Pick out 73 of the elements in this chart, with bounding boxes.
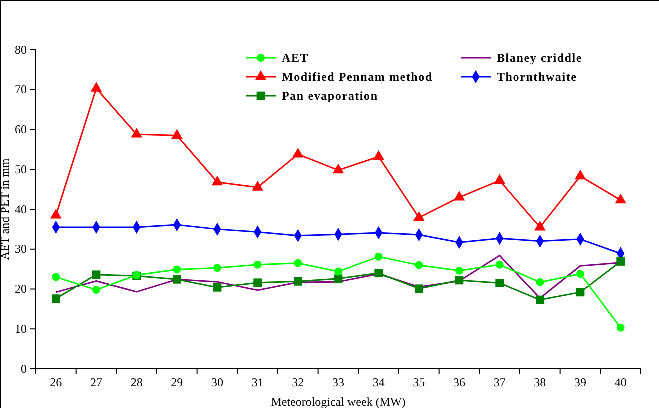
point	[334, 274, 343, 284]
point	[374, 269, 384, 278]
point	[90, 82, 102, 92]
y-axis-title: AET and PET in mm	[0, 158, 12, 260]
point	[212, 176, 224, 186]
point	[534, 220, 546, 231]
point	[415, 261, 424, 270]
legend-label: Blaney criddle	[497, 51, 583, 65]
x-tick-label: 26	[50, 376, 62, 390]
x-tick-label: 39	[574, 376, 586, 390]
x-tick-label: 31	[252, 376, 264, 390]
x-tick-label: 37	[494, 376, 506, 390]
point	[496, 260, 504, 269]
point	[131, 128, 142, 138]
point	[536, 296, 544, 304]
point	[292, 148, 304, 158]
point	[172, 129, 183, 139]
y-tick-label: 50	[15, 162, 27, 176]
point	[536, 278, 544, 286]
x-tick-label: 33	[332, 376, 344, 390]
point	[414, 211, 425, 222]
y-tick-label: 70	[15, 82, 27, 97]
point	[52, 294, 60, 304]
point	[214, 264, 222, 272]
y-tick-label: 40	[15, 202, 27, 216]
point	[615, 194, 626, 204]
point	[92, 286, 100, 294]
point	[50, 208, 62, 219]
y-tick-label: 0	[21, 362, 27, 376]
point	[254, 260, 262, 269]
point	[172, 275, 182, 284]
point	[173, 266, 182, 274]
x-tick-label: 32	[292, 376, 304, 390]
x-tick-label: 38	[534, 376, 546, 390]
point	[576, 288, 585, 297]
point	[334, 268, 342, 276]
y-tick-label: 80	[15, 42, 27, 57]
point	[294, 259, 302, 268]
point	[574, 170, 586, 180]
y-tick-label: 30	[15, 242, 27, 256]
point	[252, 181, 264, 191]
legend-label: Modified Pennam method	[282, 70, 433, 84]
point	[616, 324, 625, 332]
legend-label: AET	[282, 51, 310, 65]
point	[456, 266, 464, 275]
point	[496, 279, 504, 288]
point	[455, 276, 464, 285]
x-tick-label: 35	[413, 376, 426, 390]
point	[576, 270, 584, 278]
x-tick-label: 28	[130, 376, 143, 390]
point	[373, 150, 384, 160]
legend-label: Thornthwaite	[497, 70, 578, 84]
point	[213, 283, 222, 292]
point	[454, 191, 466, 201]
x-tick-label: 34	[372, 376, 385, 390]
point	[294, 277, 302, 286]
x-tick-label: 30	[212, 376, 224, 390]
x-tick-label: 40	[614, 376, 627, 390]
point	[616, 258, 626, 266]
point	[332, 164, 344, 174]
point	[254, 278, 262, 288]
y-tick-label: 10	[15, 322, 27, 336]
x-tick-label: 27	[90, 376, 102, 390]
point	[52, 273, 60, 282]
legend-label: Pan evaporation	[282, 89, 378, 103]
point	[494, 174, 506, 184]
x-tick-label: 29	[171, 376, 184, 390]
y-tick-label: 60	[15, 122, 27, 137]
point	[414, 284, 424, 294]
x-tick-label: 36	[454, 376, 466, 390]
point	[374, 252, 383, 261]
y-tick-label: 20	[15, 282, 27, 296]
point	[92, 270, 101, 280]
